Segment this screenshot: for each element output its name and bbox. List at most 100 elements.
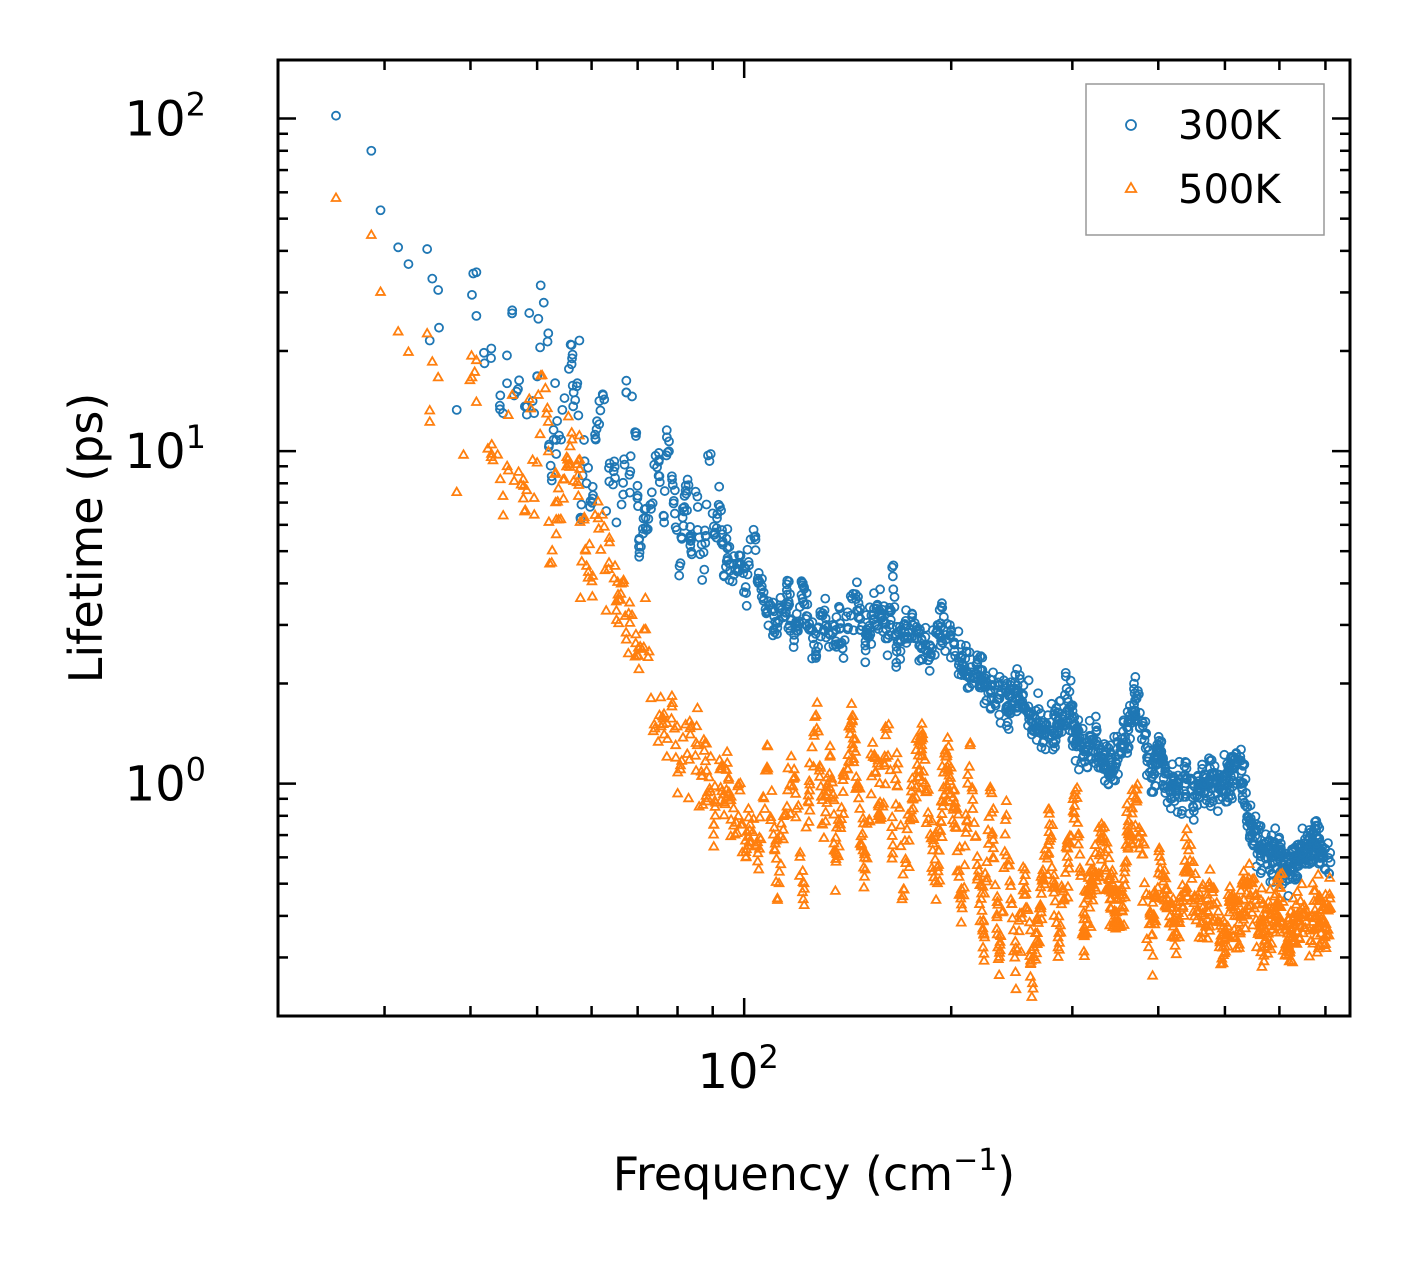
- point-500K: [1041, 868, 1054, 879]
- point-300K: [595, 405, 606, 416]
- point-500K: [1074, 869, 1087, 880]
- point-500K: [1203, 876, 1216, 887]
- point-500K: [942, 740, 955, 751]
- point-300K: [817, 610, 828, 621]
- point-500K: [506, 388, 519, 399]
- point-500K: [1041, 852, 1054, 863]
- point-500K: [1264, 883, 1277, 894]
- point-500K: [1239, 922, 1252, 933]
- point-500K: [961, 768, 974, 779]
- point-500K: [940, 784, 953, 795]
- point-300K: [692, 502, 703, 512]
- point-300K: [869, 588, 879, 599]
- point-300K: [331, 110, 341, 121]
- point-500K: [1036, 874, 1049, 885]
- point-500K: [517, 472, 530, 484]
- point-500K: [879, 728, 892, 740]
- point-300K: [1305, 856, 1316, 867]
- point-300K: [762, 606, 773, 617]
- point-500K: [1196, 878, 1209, 889]
- point-500K: [1176, 899, 1189, 911]
- point-500K: [803, 804, 816, 815]
- point-500K: [586, 590, 599, 601]
- point-500K: [935, 795, 948, 806]
- point-500K: [803, 757, 816, 768]
- point-500K: [633, 662, 645, 674]
- point-300K: [978, 678, 989, 689]
- point-300K: [789, 635, 800, 646]
- point-500K: [1030, 946, 1043, 958]
- point-500K: [1101, 843, 1114, 854]
- point-500K: [592, 495, 604, 506]
- point-300K: [994, 693, 1005, 704]
- point-300K: [1151, 759, 1162, 770]
- point-300K: [1187, 792, 1198, 803]
- point-500K: [594, 543, 607, 554]
- point-500K: [732, 809, 745, 820]
- point-300K: [927, 643, 937, 654]
- point-300K: [670, 522, 681, 533]
- point-500K: [1187, 905, 1200, 916]
- point-500K: [508, 474, 521, 485]
- point-300K: [682, 474, 693, 485]
- point-300K: [1231, 778, 1242, 789]
- point-300K: [1297, 847, 1308, 858]
- point-300K: [1171, 786, 1182, 796]
- point-300K: [609, 462, 620, 472]
- point-500K: [746, 825, 759, 837]
- x-axis-label-suffix: ): [997, 1147, 1015, 1201]
- point-300K: [1014, 673, 1025, 684]
- point-300K: [1036, 742, 1047, 753]
- point-500K: [1290, 924, 1303, 936]
- x-tick-label: 102: [697, 1038, 778, 1100]
- point-300K: [1180, 757, 1191, 767]
- point-500K: [1223, 880, 1236, 891]
- point-300K: [610, 473, 620, 483]
- point-500K: [709, 800, 721, 811]
- point-500K: [1230, 942, 1243, 953]
- point-500K: [1035, 912, 1048, 924]
- point-300K: [1062, 693, 1073, 704]
- point-300K: [1197, 763, 1208, 774]
- point-500K: [958, 858, 971, 870]
- point-500K: [1052, 926, 1065, 937]
- point-500K: [721, 756, 734, 767]
- point-300K: [545, 460, 556, 471]
- point-300K: [1082, 736, 1093, 747]
- point-500K: [675, 754, 688, 765]
- point-500K: [1068, 812, 1081, 823]
- point-500K: [523, 392, 536, 403]
- point-500K: [1078, 897, 1090, 908]
- point-500K: [1034, 902, 1047, 913]
- point-500K: [852, 792, 865, 803]
- point-500K: [1286, 956, 1299, 967]
- point-500K: [802, 794, 815, 806]
- point-500K: [1021, 903, 1034, 914]
- point-500K: [837, 807, 850, 818]
- point-500K: [1269, 906, 1282, 918]
- point-500K: [894, 819, 907, 830]
- point-300K: [1143, 752, 1154, 763]
- point-500K: [665, 712, 678, 723]
- point-500K: [942, 764, 955, 775]
- point-300K: [1130, 695, 1140, 706]
- point-500K: [1087, 863, 1100, 874]
- legend-entry-500K: 500K: [1124, 167, 1282, 213]
- point-500K: [1096, 832, 1109, 843]
- point-500K: [1291, 885, 1304, 896]
- point-500K: [765, 784, 778, 795]
- point-500K: [571, 457, 584, 469]
- point-500K: [1299, 903, 1312, 914]
- point-300K: [631, 431, 641, 441]
- point-500K: [610, 604, 623, 615]
- point-500K: [991, 940, 1004, 952]
- point-500K: [580, 559, 593, 570]
- point-500K: [402, 345, 415, 356]
- point-300K: [839, 635, 850, 646]
- point-500K: [1202, 899, 1215, 910]
- point-500K: [859, 845, 871, 856]
- point-500K: [1069, 784, 1082, 795]
- point-500K: [1303, 950, 1316, 961]
- point-500K: [886, 852, 898, 863]
- axes-frame: [276, 58, 1352, 1018]
